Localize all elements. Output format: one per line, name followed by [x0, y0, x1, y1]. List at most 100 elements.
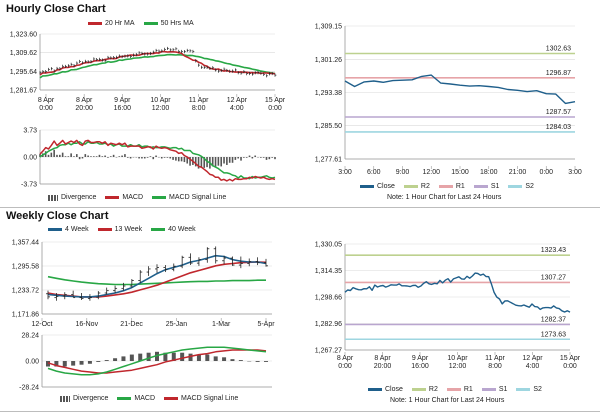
legend-label: S1: [490, 183, 500, 190]
legend-label: S2: [525, 183, 534, 190]
legend-label: R2: [428, 386, 438, 393]
close-line: [344, 272, 571, 313]
y-tick-label: 1,298.66: [315, 295, 342, 302]
divergence-bar: [203, 157, 206, 168]
x-tick-label: 11 Apr: [485, 355, 505, 362]
legend-label: R1: [463, 386, 473, 393]
divergence-bar: [104, 155, 106, 157]
legend-swatch: [446, 388, 461, 391]
legend-label: MACD Signal Line: [181, 395, 239, 402]
legend-swatch: [117, 397, 132, 400]
divergence-bar: [264, 361, 268, 362]
x-tick-label: 8 Apr: [38, 97, 55, 104]
legend-item-s2: S2: [516, 386, 542, 393]
x-tick-label: 3:00: [568, 169, 582, 176]
divergence-bar: [211, 157, 214, 167]
x-tick-label: 0:00: [539, 169, 553, 176]
legend-item-4-week: 4 Week: [48, 226, 89, 233]
divergence-bar: [104, 360, 109, 361]
divergence-bar: [163, 157, 166, 158]
divergence-bar: [62, 361, 67, 367]
divergence-bar: [205, 354, 210, 361]
divergence-bar: [226, 157, 228, 165]
divergence-bar: [200, 157, 203, 168]
weekly-macd-legend: Divergence MACD MACD Signal Line: [60, 395, 247, 402]
divergence-bar: [146, 352, 151, 361]
macd-line: [47, 346, 267, 376]
legend-item-divergence: Divergence: [48, 194, 96, 201]
legend-swatch: [152, 196, 167, 199]
divergence-bar: [96, 361, 101, 362]
divergence-bar: [70, 153, 72, 157]
legend-item-macd: MACD: [105, 194, 143, 201]
level-s2-label: 1273.63: [541, 331, 566, 338]
divergence-bar: [197, 157, 200, 169]
level-r2-label: 1302.63: [546, 45, 571, 52]
x-tick-label: 9 Apr: [412, 355, 429, 362]
legend-label: 20 Hr MA: [105, 20, 135, 27]
divergence-bar: [141, 157, 143, 159]
divergence-bar: [84, 154, 87, 157]
y-tick-label: 1,285.50: [315, 123, 342, 130]
x-tick-label: 10 Apr: [447, 355, 468, 362]
y-tick-label: 1,301.26: [315, 57, 342, 64]
divergence-bar: [146, 157, 149, 158]
weekly-hourly-legend: Close R2 R1 S1 S2: [368, 386, 551, 393]
legend-label: Close: [377, 183, 395, 190]
divergence-bar: [64, 156, 67, 157]
divergence-bar: [121, 155, 123, 157]
x-tick-label: 9:00: [396, 169, 410, 176]
divergence-bar: [152, 157, 155, 160]
section-divider: [0, 207, 600, 208]
divergence-bar: [186, 157, 189, 164]
legend-item-macd-signal: MACD Signal Line: [152, 194, 226, 201]
divergence-bar: [149, 156, 152, 157]
divergence-bar: [92, 156, 95, 157]
x-tick-label: 25-Jan: [166, 321, 188, 328]
hourly-macd-chart: 3.73 0.00 -3.73: [21, 128, 276, 189]
divergence-bar: [166, 157, 169, 158]
close-line: [344, 74, 576, 105]
divergence-bar: [109, 156, 112, 157]
divergence-bar: [129, 157, 132, 159]
divergence-bar: [254, 155, 256, 157]
x-tick-label: 20:00: [374, 363, 392, 370]
divergence-bar: [220, 157, 223, 167]
divergence-bar: [255, 361, 260, 362]
weekly-ma-legend: 4 Week 13 Week 40 Week: [48, 226, 205, 233]
divergence-bar: [222, 357, 227, 361]
x-tick-label: 12 Apr: [522, 355, 543, 362]
ma50-line: [39, 53, 276, 79]
legend-item-40-week: 40 Week: [151, 226, 196, 233]
x-tick-label: 1-Mar: [212, 321, 231, 328]
divergence-bar: [155, 351, 159, 361]
bottom-divider: [0, 411, 600, 412]
x-tick-label: 0:00: [268, 105, 282, 112]
legend-label: MACD: [134, 395, 156, 402]
x-tick-label: 8:00: [488, 363, 502, 370]
y-tick-label: 0.00: [23, 155, 37, 162]
divergence-bar: [47, 154, 50, 157]
level-s2-label: 1284.03: [546, 124, 571, 131]
divergence-bar: [79, 361, 84, 365]
legend-label: 4 Week: [65, 226, 89, 233]
weekly-price-chart: 1,357.44 1,295.58 1,233.72 1,171.86 12-Oct 16…: [12, 240, 275, 329]
y-tick-label: -28.24: [19, 385, 39, 392]
x-tick-label: 12:00: [152, 105, 170, 112]
divergence-bar: [54, 361, 59, 367]
x-tick-label: 12-Oct: [31, 321, 52, 328]
x-tick-label: 18:00: [480, 169, 498, 176]
y-tick-label: 1,357.44: [12, 240, 39, 247]
divergence-bar: [87, 361, 92, 364]
legend-item-macd: MACD: [117, 395, 155, 402]
y-tick-label: 1,309.62: [10, 50, 37, 57]
x-tick-label: 8 Apr: [76, 97, 93, 104]
divergence-bar: [155, 155, 157, 157]
weekly-hourly-chart: 1,330.05 1,314.35 1,298.66 1,282.96 1,267.27…: [315, 242, 581, 371]
legend-swatch: [48, 228, 62, 231]
divergence-bar: [73, 156, 75, 157]
level-r2-label: 1323.43: [541, 247, 566, 254]
legend-swatch: [88, 22, 102, 25]
legend-item-13-week: 13 Week: [97, 226, 142, 233]
y-tick-label: 1,171.86: [12, 312, 39, 319]
